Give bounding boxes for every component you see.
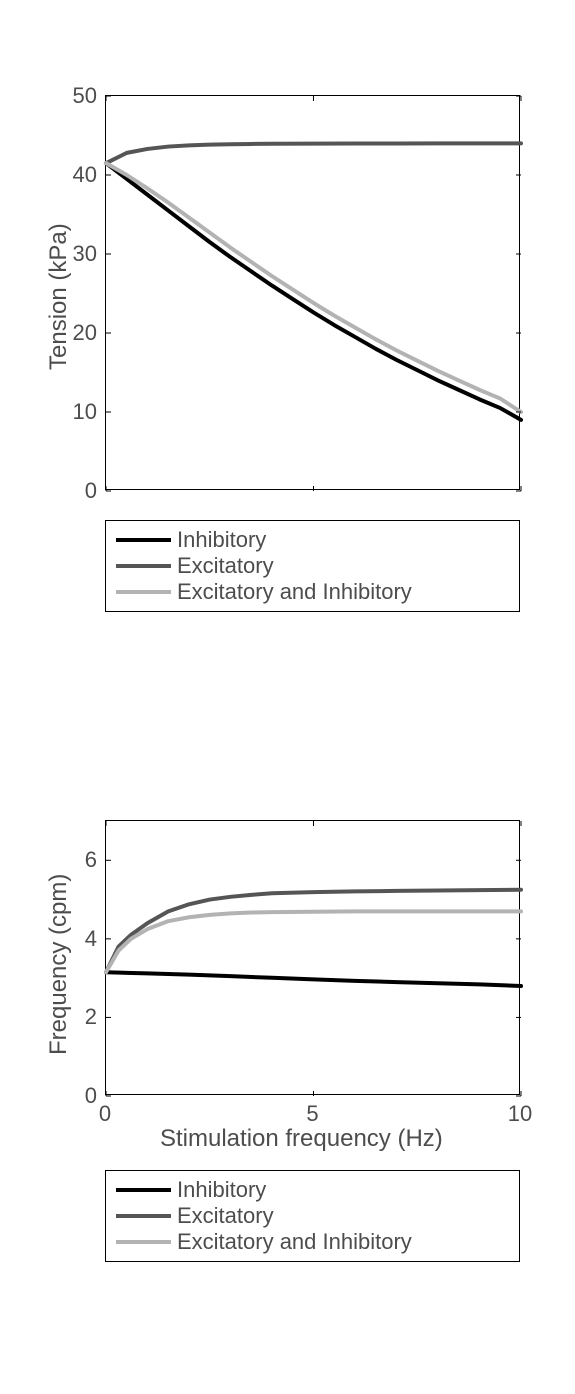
legend2: InhibitoryExcitatoryExcitatory and Inhib… xyxy=(105,1170,520,1262)
legend-label: Excitatory and Inhibitory xyxy=(177,1229,412,1255)
panel2-ylabel: Frequency (cpm) xyxy=(45,874,73,1055)
panel1-ylabel: Tension (kPa) xyxy=(45,223,73,370)
figure: Tension (kPa) 01020304050 InhibitoryExci… xyxy=(0,0,575,1394)
legend-row: Excitatory and Inhibitory xyxy=(116,579,509,605)
legend-swatch xyxy=(116,538,171,542)
legend1: InhibitoryExcitatoryExcitatory and Inhib… xyxy=(105,520,520,612)
panel1-plot-area xyxy=(105,95,520,490)
ytick-label: 0 xyxy=(85,478,97,504)
ytick-label: 50 xyxy=(73,83,97,109)
ytick-label: 10 xyxy=(73,399,97,425)
legend-row: Excitatory xyxy=(116,553,509,579)
ytick-label: 40 xyxy=(73,162,97,188)
panel1-lines xyxy=(106,96,521,491)
legend-swatch xyxy=(116,590,171,594)
legend-row: Excitatory xyxy=(116,1203,509,1229)
panel2-lines xyxy=(106,821,521,1096)
legend-swatch xyxy=(116,1214,171,1218)
legend-swatch xyxy=(116,1240,171,1244)
legend-label: Excitatory xyxy=(177,553,274,579)
ytick-label: 2 xyxy=(85,1004,97,1030)
panel2-plot-area xyxy=(105,820,520,1095)
legend-swatch xyxy=(116,564,171,568)
legend-label: Inhibitory xyxy=(177,527,266,553)
xtick-label: 10 xyxy=(500,1101,540,1127)
legend-label: Excitatory xyxy=(177,1203,274,1229)
xtick-label: 5 xyxy=(293,1101,333,1127)
series-line xyxy=(106,163,521,412)
xtick-label: 0 xyxy=(85,1101,125,1127)
series-line xyxy=(106,972,521,986)
legend-row: Inhibitory xyxy=(116,1177,509,1203)
series-line xyxy=(106,911,521,972)
series-line xyxy=(106,890,521,973)
legend-row: Inhibitory xyxy=(116,527,509,553)
ytick-label: 6 xyxy=(85,847,97,873)
series-line xyxy=(106,143,521,163)
ytick-label: 30 xyxy=(73,241,97,267)
legend-swatch xyxy=(116,1188,171,1192)
legend-label: Excitatory and Inhibitory xyxy=(177,579,412,605)
ytick-label: 20 xyxy=(73,320,97,346)
legend-label: Inhibitory xyxy=(177,1177,266,1203)
ytick-label: 4 xyxy=(85,926,97,952)
panel2-xlabel: Stimulation frequency (Hz) xyxy=(160,1125,443,1153)
legend-row: Excitatory and Inhibitory xyxy=(116,1229,509,1255)
